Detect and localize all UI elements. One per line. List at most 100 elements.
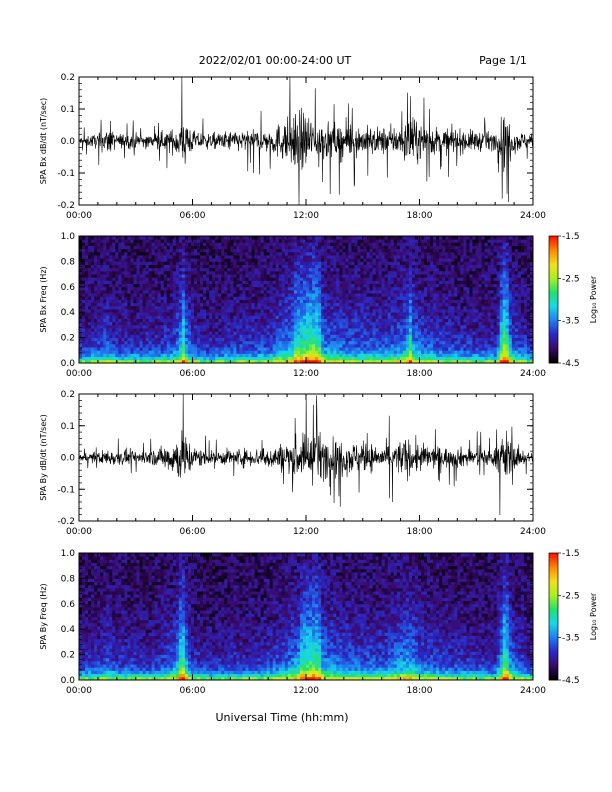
spectrogram-cell [178,312,183,316]
spectrogram-cell [408,261,413,265]
spectrogram-cell [115,353,119,358]
spectrogram-cell [421,248,425,253]
spectrogram-cell [218,309,222,313]
spectrogram-cell [414,255,419,259]
spectrogram-cell [88,347,92,351]
spectrogram-cell [227,255,231,259]
spectrogram-cell [318,347,322,351]
spectrogram-cell [190,315,195,319]
spectrogram-cell [82,340,86,345]
spectrogram-cell [88,236,92,240]
spectrogram-cell [133,334,137,338]
spectrogram-cell [318,255,322,259]
spectrogram-cell [115,239,119,243]
spectrogram-cell [88,267,92,272]
spectrogram-cell [333,258,337,262]
spectrogram-cell [275,280,280,285]
spectrogram-cell [387,261,392,265]
spectrogram-cell [215,356,219,361]
spectrogram-cell [109,239,113,243]
spectrogram-cell [221,286,225,291]
spectrogram-cell [200,283,204,288]
spectrogram-cell [194,299,198,304]
spectrogram-cell [369,353,373,358]
spectrogram-cell [133,242,137,246]
spectrogram-cell [209,318,213,323]
spectrogram-cell [269,309,274,313]
spectrogram-cell [187,340,192,345]
spectrogram-cell [357,350,361,354]
spectrogram-cell [405,331,410,335]
spectrogram-cell [411,251,416,256]
spectrogram-cell [369,309,373,313]
spectrogram-cell [354,353,358,358]
spectrogram-cell [339,318,343,323]
spectrogram-cell [254,356,258,361]
spectrogram-cell [112,289,116,294]
spectrogram-cell [194,242,198,246]
spectrogram-cell [375,305,380,310]
spectrogram-cell [160,286,165,291]
spectrogram-cell [251,242,255,246]
spectrogram-cell [215,277,219,281]
spectrogram-cell [272,350,277,354]
spectrogram-cell [142,236,146,240]
spectrogram-cell [221,270,225,275]
spectrogram-cell [136,340,140,345]
spectrogram-cell [293,270,298,275]
panels-group: 00:00 06:00 12:00 18:00 24:000.20.10.0-0.1-0… [39,73,598,696]
spectrogram-cell [306,277,310,281]
spectrogram-cell [369,347,373,351]
spectrogram-cell [239,353,243,358]
spectrogram-cell [118,267,122,272]
spectrogram-cell [190,334,195,338]
spectrogram-cell [284,318,289,323]
spectrogram-cell [269,299,274,304]
spectrogram-cell [442,340,446,345]
spectrogram-cell [227,356,231,361]
spectrogram-cell [436,264,440,269]
spectrogram-cell [424,305,428,310]
spectrogram-cell [85,274,89,278]
spectrogram-cell [91,274,95,278]
spectrogram-cell [118,312,122,316]
spectrogram-cell [302,277,307,281]
spectrogram-cell [363,283,367,288]
spectrogram-cell [97,289,101,294]
spectrogram-cell [142,350,146,354]
spectrogram-cell [263,321,268,326]
spectrogram-cell [190,242,195,246]
spectrogram-cell [336,251,340,256]
spectrogram-cell [157,296,162,300]
spectrogram-cell [160,343,165,348]
spectrogram-cell [290,255,295,259]
spectrogram-cell [439,242,443,246]
spectrogram-cell [321,318,325,323]
spectrogram-cell [278,315,283,319]
spectrogram-cell [175,350,180,354]
spectrogram-cell [390,334,395,338]
spectrogram-cell [248,312,252,316]
spectrogram-cell [266,340,271,345]
spectrogram-cell [136,337,140,342]
spectrogram-cell [184,251,189,256]
spectrogram-cell [363,277,367,281]
spectrogram-cell [284,293,289,297]
spectrogram-cell [178,315,183,319]
spectrogram-cell [333,305,337,310]
spectrogram-cell [327,245,331,250]
spectrogram-cell [215,251,219,256]
spectrogram-cell [375,331,380,335]
spectrogram-cell [393,324,398,329]
spectrogram-cell [139,267,143,272]
spectrogram-cell [221,258,225,262]
spectrogram-cell [318,283,322,288]
spectrogram-cell [427,267,431,272]
spectrogram-cell [306,340,310,345]
spectrogram-cell [269,283,274,288]
spectrogram-cell [333,261,337,265]
spectrogram-cell [157,280,162,285]
spectrogram-cell [381,264,386,269]
spectrogram-cell [390,321,395,326]
spectrogram-cell [139,324,143,329]
